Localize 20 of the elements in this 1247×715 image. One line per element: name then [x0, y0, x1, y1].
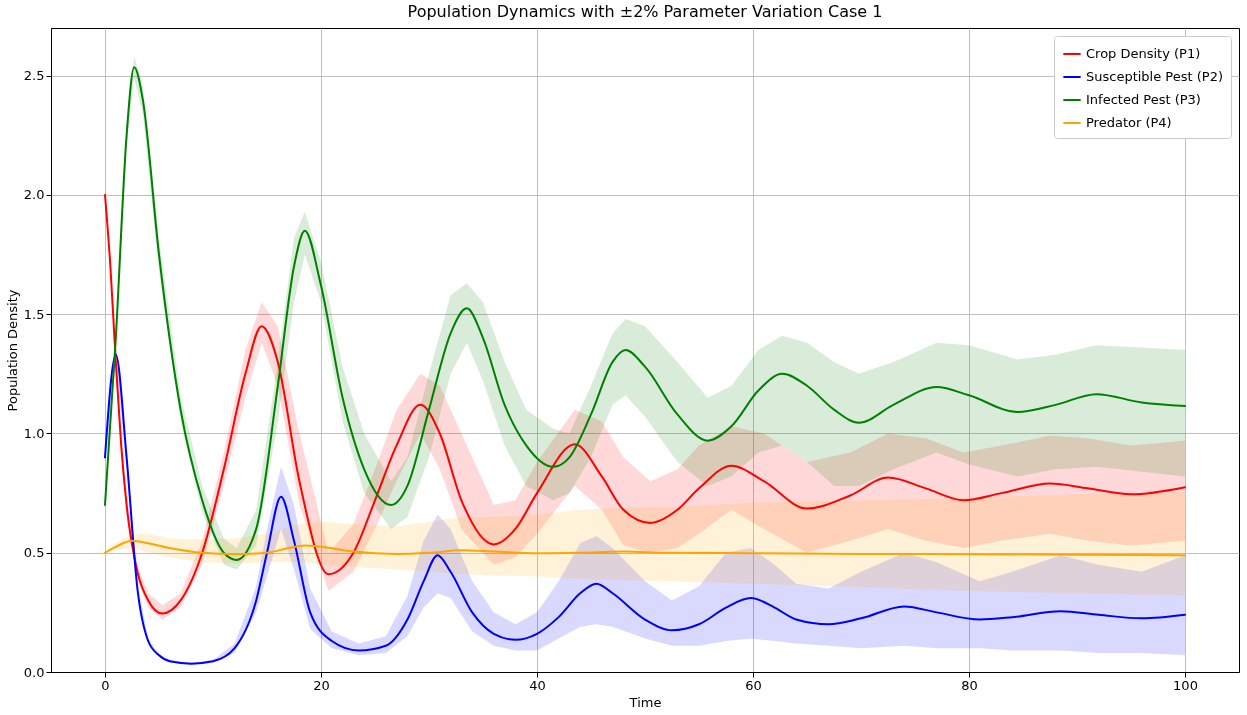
y-tick-label: 1.0: [23, 425, 45, 441]
x-tick-label: 60: [745, 677, 762, 693]
legend-label: Crop Density (P1): [1086, 46, 1201, 61]
y-tick-label: 0.5: [23, 545, 45, 561]
x-tick-label: 0: [101, 677, 110, 693]
y-tick-label: 2.5: [23, 68, 45, 84]
legend-label: Predator (P4): [1086, 115, 1172, 130]
x-tick-label: 80: [961, 677, 978, 693]
legend-label: Susceptible Pest (P2): [1086, 69, 1223, 84]
y-axis-title: Population Density: [4, 289, 20, 412]
x-tick-label: 100: [1173, 677, 1198, 693]
x-tick-label: 20: [313, 677, 330, 693]
y-tick-label: 2.0: [23, 187, 45, 203]
line-series: [104, 539, 1186, 557]
y-tick-label: 1.5: [23, 306, 45, 322]
y-tick-label: 0.0: [23, 664, 45, 680]
chart-title: Population Dynamics with ±2% Parameter Variation Case 1: [407, 2, 883, 21]
x-tick-label: 40: [529, 677, 546, 693]
x-axis-title: Time: [628, 694, 662, 710]
legend-label: Infected Pest (P3): [1086, 92, 1201, 107]
